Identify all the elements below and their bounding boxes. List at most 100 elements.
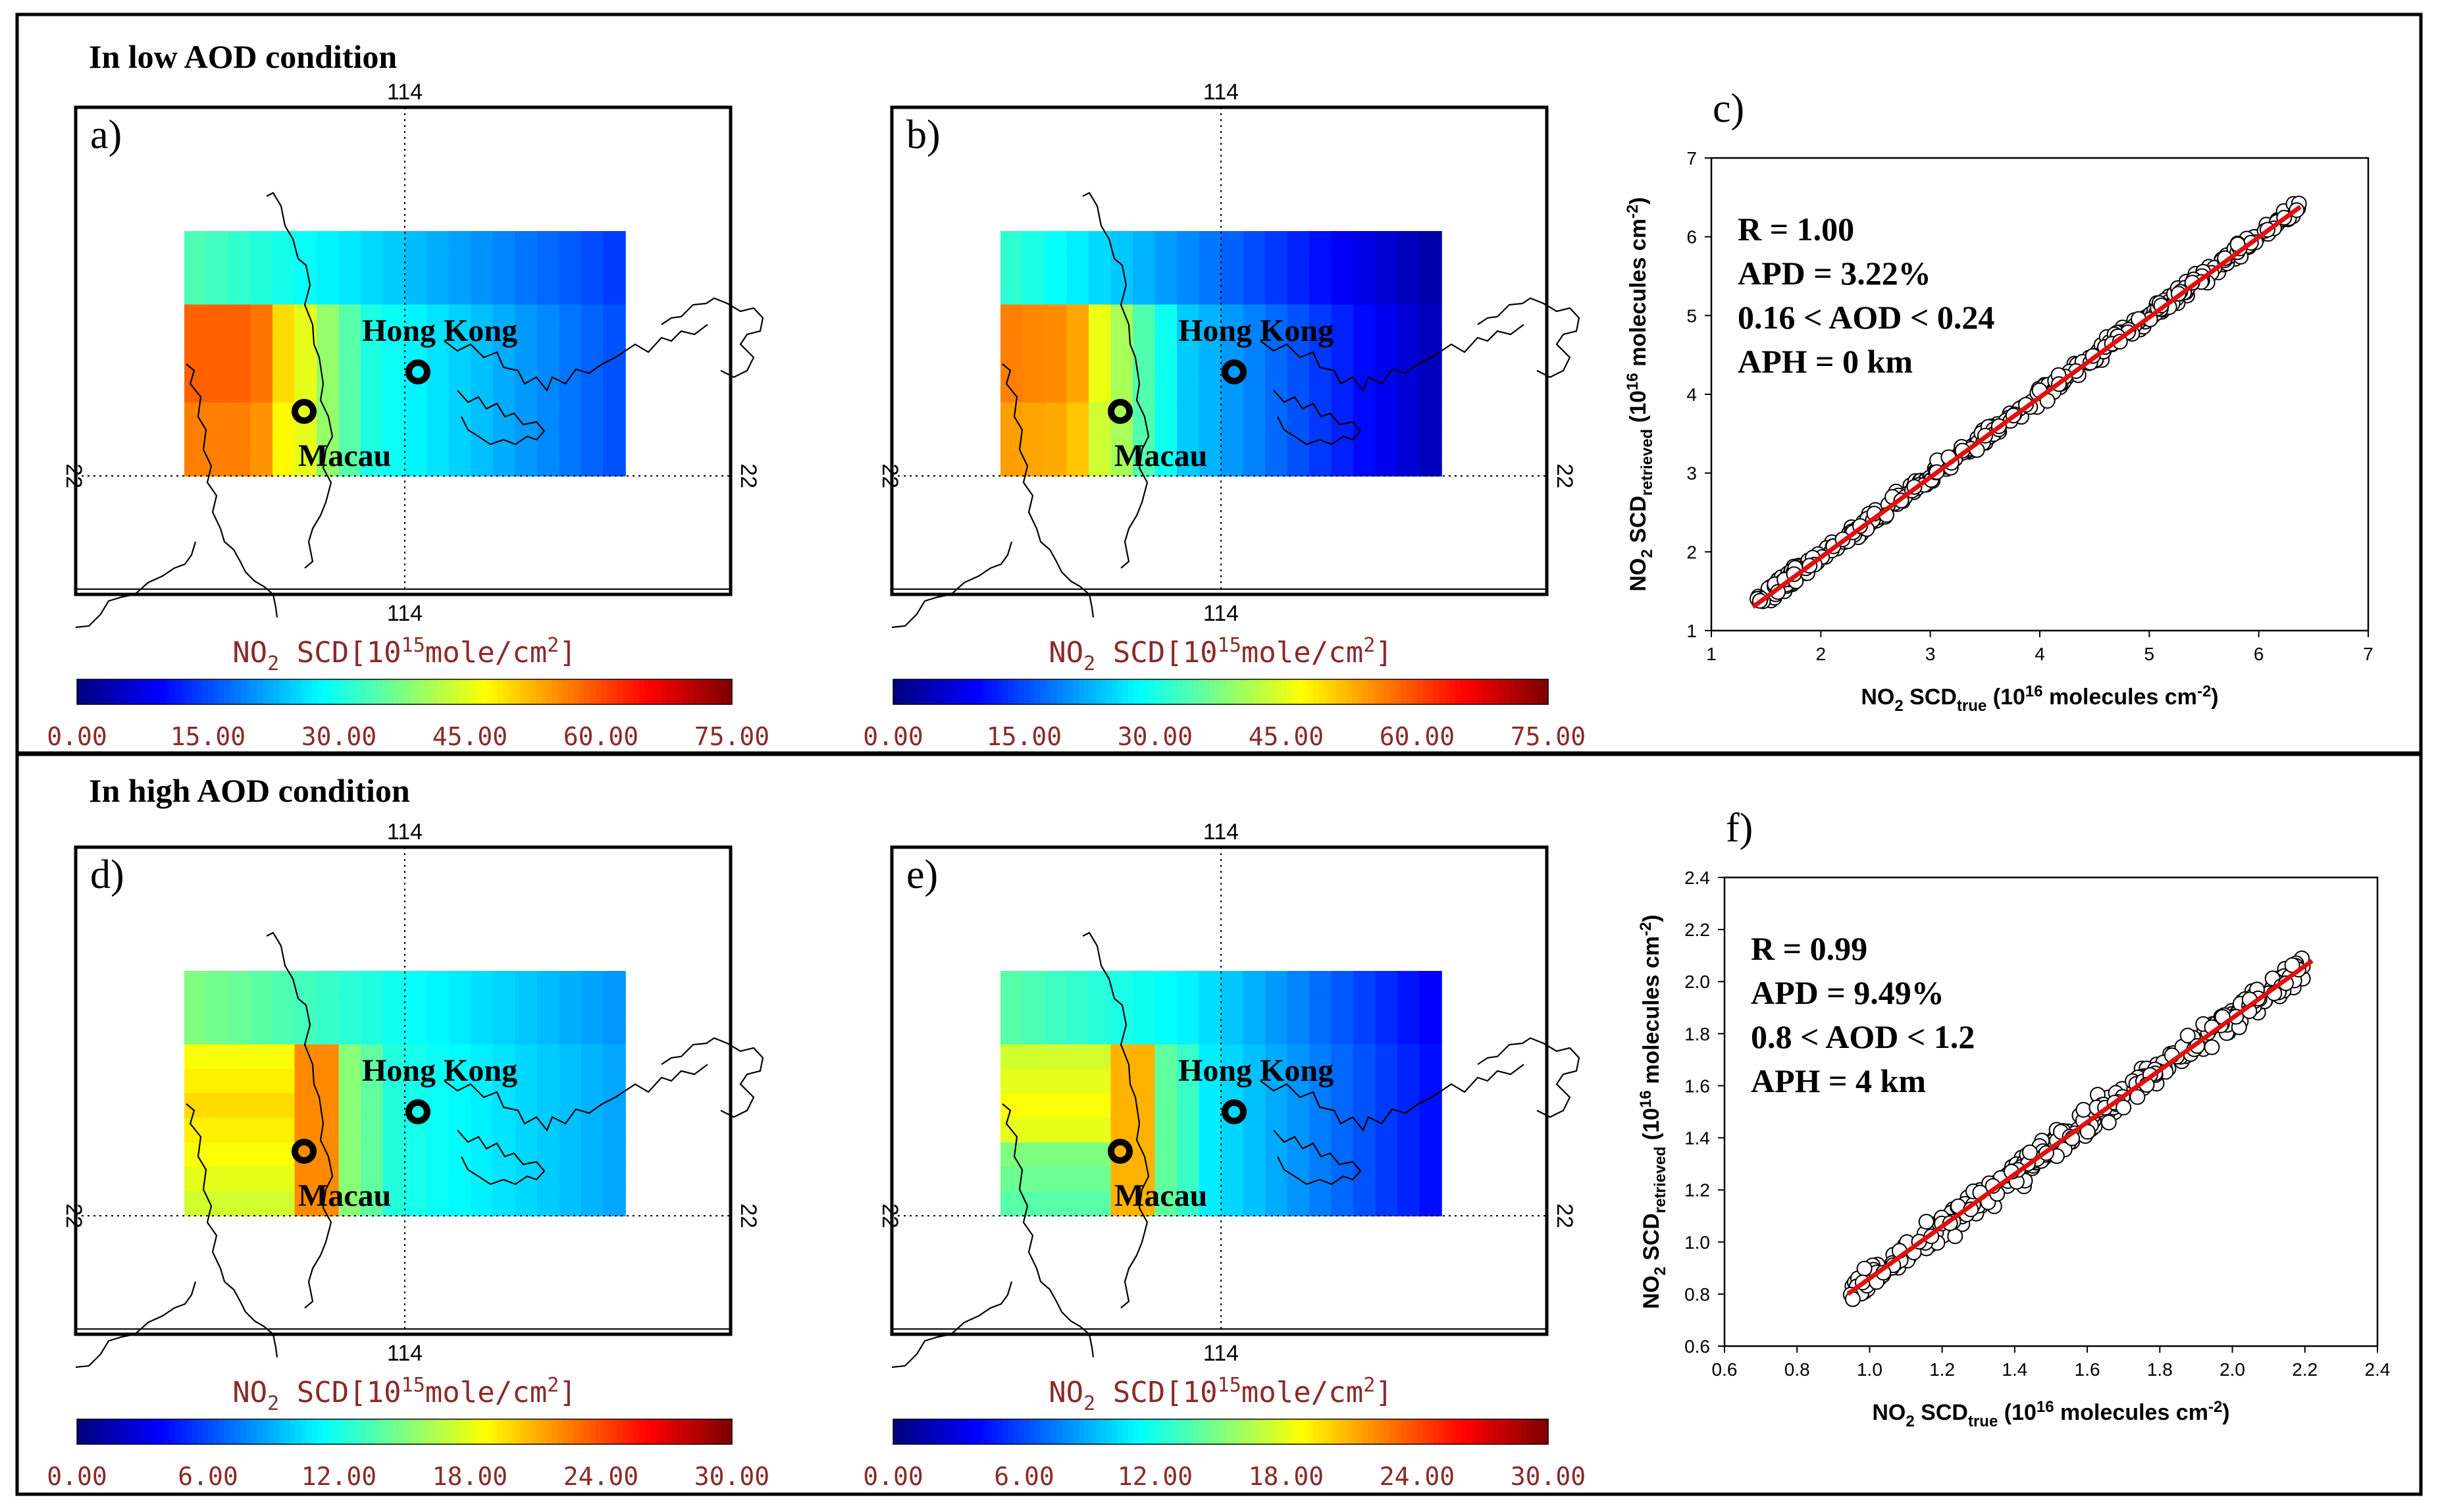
heatmap-cell [1287, 451, 1310, 477]
y-tick-label: 2.2 [1684, 920, 1710, 940]
x-axis-label-part: SCD [1915, 1400, 1968, 1425]
colorbar-segment [1482, 679, 1489, 704]
heatmap-cell [449, 353, 472, 378]
colorbar-segment [530, 679, 536, 704]
colorbar-segment [633, 1419, 640, 1444]
x-axis-label-part: 2 [1894, 697, 1903, 715]
heatmap-cell [559, 995, 582, 1021]
colorbar-segment [1144, 1419, 1151, 1444]
heatmap-cell [228, 231, 251, 256]
heatmap-cell [537, 995, 560, 1021]
colorbar-segment [1122, 1419, 1129, 1444]
heatmap-cell [272, 280, 296, 305]
heatmap-cell [1331, 328, 1354, 354]
colorbar-segment [208, 1419, 214, 1444]
heatmap-cell [1177, 328, 1200, 354]
colorbar-segment [251, 679, 258, 704]
heatmap-cell [1154, 255, 1178, 281]
heatmap-cell [1154, 280, 1178, 305]
heatmap-cell [272, 971, 296, 996]
heatmap-cell [1221, 1020, 1244, 1045]
heatmap-cell [1375, 451, 1398, 477]
heatmap-cell [427, 255, 450, 281]
colorbar-segment [426, 679, 432, 704]
colorbar-segment [1035, 1419, 1041, 1444]
heatmap-cell [338, 995, 361, 1021]
heatmap-cell [250, 402, 273, 428]
heatmap-cell [361, 1142, 384, 1168]
x-tick-label: 2.2 [2292, 1359, 2318, 1380]
heatmap-cell [1265, 995, 1288, 1021]
heatmap-cell [1089, 304, 1112, 330]
heatmap-cell [1022, 427, 1045, 452]
colorbar-segment [1095, 1419, 1101, 1444]
heatmap-cell [515, 231, 538, 256]
heatmap-cell [1375, 353, 1398, 378]
heatmap-cell [1199, 1142, 1222, 1168]
colorbar-segment [1466, 1419, 1472, 1444]
colorbar-segment [442, 1419, 449, 1444]
latitude-label-right: 22 [1552, 463, 1577, 488]
heatmap-cell [1331, 995, 1354, 1021]
colorbar-segment [1401, 1419, 1407, 1444]
colorbar-segment [131, 679, 138, 704]
colorbar-segment [1509, 679, 1516, 704]
heatmap-cell [1243, 1118, 1266, 1143]
heatmap-cell [1265, 1093, 1288, 1118]
heatmap-cell [1419, 328, 1442, 354]
heatmap-cell [250, 451, 273, 477]
heatmap-cell [1133, 451, 1156, 477]
colorbar-segment [623, 679, 629, 704]
annotation-line: APH = 0 km [1738, 343, 1913, 380]
colorbar-title: NO2 SCD[1015mole/cm2] [1049, 1374, 1393, 1415]
heatmap-cell [1353, 1093, 1376, 1118]
heatmap-cell [1309, 1068, 1332, 1094]
heatmap-cell [1199, 353, 1222, 378]
colorbar-segment [1187, 1419, 1194, 1444]
heatmap-cell [537, 1044, 560, 1070]
heatmap-cell [1045, 280, 1068, 305]
data-point [2022, 1144, 2038, 1160]
colorbar-segment [639, 1419, 645, 1444]
colorbar-segment [1242, 679, 1249, 704]
x-axis-label-part: 16 [2025, 683, 2043, 700]
heatmap-cell [1045, 995, 1068, 1021]
colorbar-segment [1056, 679, 1063, 704]
heatmap-cell [1419, 280, 1442, 305]
colorbar-segment [1504, 1419, 1511, 1444]
heatmap-cell [559, 231, 582, 256]
colorbar-segment [726, 1419, 733, 1444]
colorbar-segment [601, 679, 607, 704]
heatmap-cell [1177, 1166, 1200, 1192]
x-axis-label-part: molecules cm [2043, 685, 2197, 710]
colorbar-segment [715, 679, 722, 704]
heatmap-cell [1243, 427, 1266, 452]
colorbar-segment [1384, 1419, 1391, 1444]
heatmap-cell [1066, 231, 1089, 256]
colorbar-segment [1477, 679, 1484, 704]
heatmap-cell [317, 231, 340, 256]
heatmap-cell [1375, 402, 1398, 428]
heatmap-cell [272, 1142, 296, 1168]
heatmap-cell [338, 378, 361, 404]
heatmap-cell [1000, 1044, 1024, 1070]
heatmap-cell [317, 427, 340, 452]
heatmap-cell [1022, 402, 1045, 428]
colorbar-segment [153, 679, 159, 704]
heatmap-cell [1089, 402, 1112, 428]
heatmap-cell [515, 304, 538, 330]
colorbar-segment [915, 1419, 921, 1444]
colorbar-segment [1515, 1419, 1522, 1444]
heatmap-cell [1397, 1044, 1420, 1070]
heatmap-cell [1066, 1166, 1089, 1192]
heatmap-cell [317, 1191, 340, 1216]
heatmap-cell [537, 427, 560, 452]
heatmap-cell [603, 427, 626, 452]
colorbar-segment [262, 1419, 269, 1444]
heatmap-cell [449, 304, 472, 330]
heatmap-cell [1199, 451, 1222, 477]
data-point [1918, 1214, 1934, 1230]
scatter-panel-f: 0.6 0.8 1.0 1.2 1.4 1.6 1.8 2.0 2.2 2.4 0.6 0.8 1.0 1… [1637, 806, 2390, 1430]
x-axis-label-part: -2 [2197, 683, 2211, 700]
colorbar-segment [1128, 679, 1134, 704]
